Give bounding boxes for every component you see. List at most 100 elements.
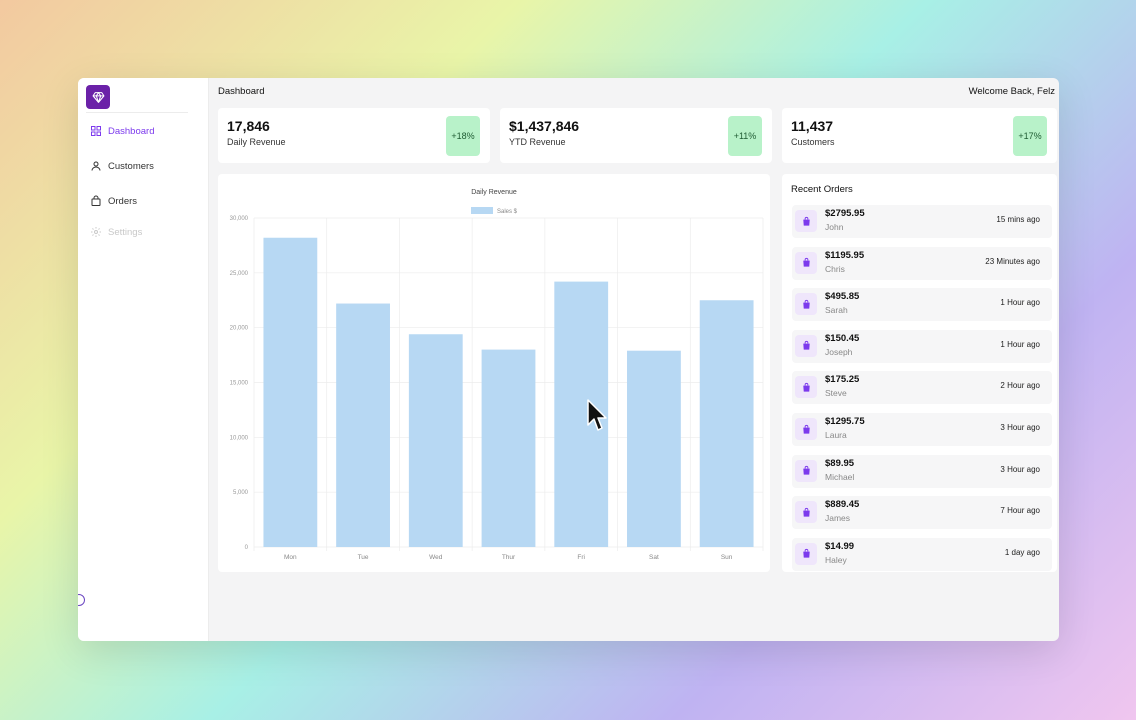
grid-icon xyxy=(91,126,101,136)
sidebar-item-label: Customers xyxy=(108,160,154,172)
chart-title: Daily Revenue xyxy=(471,189,517,196)
x-tick-label: Thur xyxy=(502,554,516,561)
list-item[interactable]: $495.85 Sarah 1 Hour ago xyxy=(792,288,1052,322)
order-amount: $889.45 xyxy=(825,499,860,511)
daily-revenue-chart-card: Daily Revenue Sales $ 0 5,000 10,000 15,000… xyxy=(218,174,770,572)
sidebar-item-label: Orders xyxy=(108,195,138,207)
y-tick-label: 30,000 xyxy=(230,216,249,222)
order-amount: $1295.75 xyxy=(825,416,865,427)
sidebar-item-label: Dashboard xyxy=(108,125,155,137)
order-customer: John xyxy=(825,222,844,232)
order-customer: James xyxy=(825,513,851,524)
order-customer: Laura xyxy=(825,430,847,440)
order-customer: Michael xyxy=(825,471,855,482)
order-amount: $89.95 xyxy=(825,457,855,469)
app-window: Dashboard Customers Orders Settings Dash… xyxy=(78,78,1059,641)
order-amount: $495.85 xyxy=(825,291,860,303)
order-customer: Steve xyxy=(825,388,847,399)
person-icon xyxy=(91,161,101,171)
order-time: 1 Hour ago xyxy=(1000,339,1040,349)
bar-sun[interactable] xyxy=(699,300,754,547)
list-item[interactable]: $175.25 Steve 2 Hour ago xyxy=(792,371,1052,405)
order-customer: Haley xyxy=(825,554,847,565)
y-tick-label: 0 xyxy=(245,545,249,551)
bar-sat[interactable] xyxy=(627,350,681,547)
order-time: 2 Hour ago xyxy=(1000,381,1040,391)
y-tick-label: 10,000 xyxy=(230,435,249,441)
bag-icon xyxy=(91,195,101,206)
stat-change-badge: +11% xyxy=(728,116,762,156)
stat-value: $1,437,846 xyxy=(509,118,580,134)
shopping-bag-icon xyxy=(795,334,817,357)
bar-thur[interactable] xyxy=(481,349,536,547)
list-item[interactable]: $1195.95 Chris 23 Minutes ago xyxy=(792,246,1052,280)
stat-change-badge: +17% xyxy=(1013,116,1047,156)
stat-label: Customers xyxy=(791,137,835,147)
stat-label: YTD Revenue xyxy=(509,137,566,147)
page-title: Dashboard xyxy=(218,86,265,97)
bar-mon[interactable] xyxy=(263,237,318,548)
order-time: 3 Hour ago xyxy=(1000,423,1040,432)
shopping-bag-icon xyxy=(795,459,817,482)
order-time: 3 Hour ago xyxy=(1000,464,1040,474)
y-tick-label: 20,000 xyxy=(230,326,249,332)
main-content: Dashboard Welcome Back, Felz 17,846 Dail… xyxy=(209,78,1059,641)
collapse-toggle[interactable] xyxy=(78,594,85,606)
mouse-cursor-icon xyxy=(587,399,607,431)
x-tick-label: Sat xyxy=(649,554,659,561)
sidebar-item-label: Settings xyxy=(108,226,143,238)
stat-card-ytd-revenue: $1,437,846 YTD Revenue +11% xyxy=(500,108,772,163)
order-amount: $14.99 xyxy=(825,540,855,552)
shopping-bag-icon xyxy=(795,418,817,440)
sidebar-item-settings[interactable]: Settings xyxy=(90,226,142,238)
list-item[interactable]: $89.95 Michael 3 Hour ago xyxy=(792,454,1052,488)
stat-card-daily-revenue: 17,846 Daily Revenue +18% xyxy=(218,108,490,163)
gear-icon xyxy=(91,227,101,237)
list-item[interactable]: $150.45 Joseph 1 Hour ago xyxy=(792,329,1052,363)
sidebar-item-dashboard[interactable]: Dashboard xyxy=(90,125,154,137)
y-tick-label: 15,000 xyxy=(230,381,249,387)
order-customer: Chris xyxy=(825,263,845,274)
list-item[interactable]: $2795.95 John 15 mins ago xyxy=(792,205,1052,238)
welcome-text: Welcome Back, Felz xyxy=(968,86,1055,97)
x-tick-label: Tue xyxy=(358,554,369,561)
shopping-bag-icon xyxy=(795,251,817,274)
x-tick-label: Wed xyxy=(429,554,443,561)
stat-value: 11,437 xyxy=(791,118,834,134)
x-tick-label: Sun xyxy=(721,554,733,561)
sidebar: Dashboard Customers Orders Settings xyxy=(78,78,209,641)
order-time: 1 Hour ago xyxy=(1000,298,1040,308)
bar-wed[interactable] xyxy=(408,334,463,547)
recent-orders-title: Recent Orders xyxy=(791,184,853,195)
shopping-bag-icon xyxy=(795,210,817,232)
diamond-icon[interactable] xyxy=(86,85,110,109)
list-item[interactable]: $14.99 Haley 1 day ago xyxy=(792,537,1052,571)
y-tick-label: 5,000 xyxy=(233,490,249,496)
sidebar-item-orders[interactable]: Orders xyxy=(90,195,137,207)
shopping-bag-icon xyxy=(795,542,817,565)
sidebar-item-customers[interactable]: Customers xyxy=(90,160,154,172)
list-item[interactable]: $1295.75 Laura 3 Hour ago xyxy=(792,413,1052,446)
order-time: 23 Minutes ago xyxy=(985,256,1040,266)
logo-divider xyxy=(86,112,188,113)
list-item[interactable]: $889.45 James 7 Hour ago xyxy=(792,496,1052,530)
order-time: 15 mins ago xyxy=(996,215,1040,224)
shopping-bag-icon xyxy=(795,376,817,399)
stat-label: Daily Revenue xyxy=(227,137,286,147)
stat-change-badge: +18% xyxy=(446,116,480,156)
stat-card-customers: 11,437 Customers +17% xyxy=(782,108,1057,163)
bar-tue[interactable] xyxy=(336,303,390,547)
legend-label: Sales $ xyxy=(497,209,518,215)
y-tick-label: 25,000 xyxy=(230,271,249,277)
order-time: 1 day ago xyxy=(1004,547,1040,557)
order-customer: Sarah xyxy=(825,305,848,316)
shopping-bag-icon xyxy=(795,501,817,524)
order-time: 7 Hour ago xyxy=(1000,506,1040,516)
legend-swatch xyxy=(471,207,493,214)
stat-value: 17,846 xyxy=(227,118,270,134)
recent-orders-card: Recent Orders $2795.95 John 15 mins ago $11… xyxy=(782,174,1057,572)
daily-revenue-chart: Daily Revenue Sales $ 0 5,000 10,000 15,000… xyxy=(230,189,764,561)
x-tick-label: Mon xyxy=(284,554,297,561)
order-amount: $175.25 xyxy=(825,374,860,386)
order-amount: $150.45 xyxy=(825,332,860,344)
